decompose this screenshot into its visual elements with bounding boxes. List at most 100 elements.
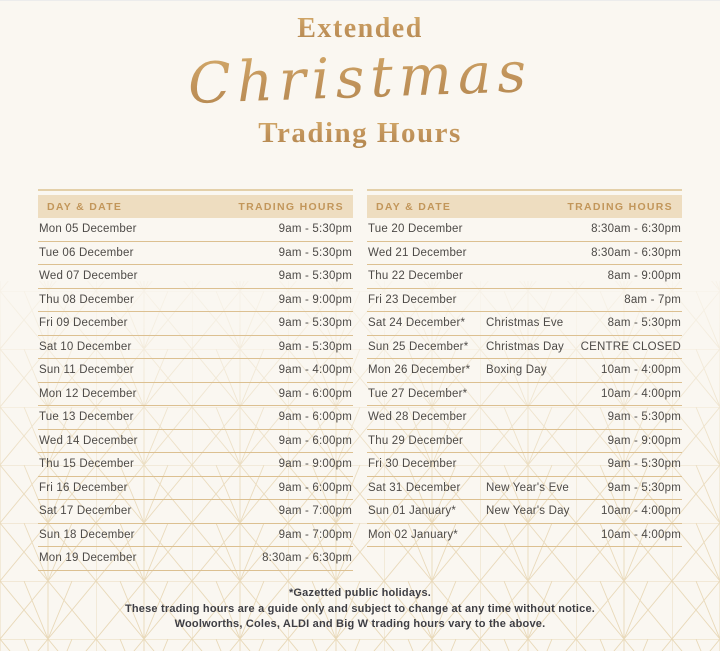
table-row: Sun 18 December 9am - 7:00pm — [38, 524, 353, 547]
row-trading-hours: CENTRE CLOSED — [580, 340, 681, 353]
row-trading-hours: 9am - 6:00pm — [278, 411, 352, 424]
table-row: Sun 11 December 9am - 4:00pm — [38, 359, 353, 383]
table-row: Fri 30 December 9am - 5:30pm — [367, 453, 682, 477]
table-row: Fri 23 December 8am - 7pm — [367, 289, 682, 312]
row-day-date: Fri 16 December — [39, 481, 128, 494]
row-trading-hours: 10am - 4:00pm — [601, 505, 681, 518]
row-day-date: Wed 21 December — [368, 246, 467, 259]
row-trading-hours: 9am - 4:00pm — [278, 364, 352, 377]
row-trading-hours: 9am - 6:00pm — [278, 481, 352, 494]
row-trading-hours: 9am - 5:30pm — [278, 317, 352, 330]
row-day-date: Wed 14 December — [39, 434, 138, 447]
row-day-date: Sat 24 December* — [368, 317, 466, 330]
table-row: Sun 01 January* New Year's Day 10am - 4:… — [367, 500, 682, 524]
row-trading-hours: 9am - 5:30pm — [607, 481, 681, 494]
table-row: Fri 09 December 9am - 5:30pm — [38, 312, 353, 336]
footer-disclaimer-note: These trading hours are a guide only and… — [124, 602, 596, 615]
row-day-date: Tue 27 December* — [368, 387, 468, 400]
row-trading-hours: 8am - 7pm — [624, 293, 681, 306]
table-row: Tue 27 December* 10am - 4:00pm — [367, 383, 682, 406]
row-trading-hours: 9am - 9:00pm — [278, 458, 352, 471]
trading-hours-tables: DAY & DATE TRADING HOURS Mon 05 December… — [38, 189, 682, 571]
row-holiday-label: Boxing Day — [486, 364, 547, 377]
row-trading-hours: 8:30am - 6:30pm — [262, 552, 352, 565]
table-row: Sat 31 December New Year's Eve 9am - 5:3… — [367, 477, 682, 500]
row-day-date: Tue 06 December — [39, 246, 134, 259]
table-row: Thu 29 December 9am - 9:00pm — [367, 430, 682, 453]
column-header-day-date: DAY & DATE — [47, 200, 123, 213]
table-row: Sat 17 December 9am - 7:00pm — [38, 500, 353, 524]
row-trading-hours: 9am - 6:00pm — [278, 387, 352, 400]
table-row: Wed 21 December 8:30am - 6:30pm — [367, 242, 682, 265]
table-row: Wed 28 December 9am - 5:30pm — [367, 406, 682, 430]
row-day-date: Fri 09 December — [39, 317, 128, 330]
title-block: Extended Christmas Trading Hours — [0, 13, 720, 149]
table-row: Thu 15 December 9am - 9:00pm — [38, 453, 353, 477]
footer-gazetted-note: *Gazetted public holidays. — [288, 587, 432, 599]
table-row: Mon 02 January* 10am - 4:00pm — [367, 524, 682, 547]
column-header-trading-hours: TRADING HOURS — [238, 200, 344, 213]
row-day-date: Tue 20 December — [368, 223, 463, 236]
row-trading-hours: 8am - 9:00pm — [607, 270, 681, 283]
table-row: Tue 06 December 9am - 5:30pm — [38, 242, 353, 265]
table-row: Mon 26 December* Boxing Day 10am - 4:00p… — [367, 359, 682, 383]
table-row: Sat 10 December 9am - 5:30pm — [38, 336, 353, 359]
table-row: Tue 20 December 8:30am - 6:30pm — [367, 218, 682, 242]
table-row: Wed 14 December 9am - 6:00pm — [38, 430, 353, 453]
title-extended: Extended — [0, 13, 720, 45]
row-day-date: Wed 07 December — [39, 270, 138, 283]
row-day-date: Thu 15 December — [39, 458, 135, 471]
table-left-body: Mon 05 December 9am - 5:30pm Tue 06 Dece… — [38, 218, 353, 571]
row-trading-hours: 9am - 7:00pm — [278, 528, 352, 541]
row-day-date: Mon 12 December — [39, 387, 137, 400]
row-holiday-label: Christmas Day — [486, 340, 565, 353]
row-day-date: Thu 08 December — [39, 293, 135, 306]
row-day-date: Sat 31 December — [368, 481, 461, 494]
table-row: Thu 22 December 8am - 9:00pm — [367, 265, 682, 289]
column-header-day-date: DAY & DATE — [376, 200, 452, 213]
row-trading-hours: 9am - 5:30pm — [278, 270, 352, 283]
table-row: Fri 16 December 9am - 6:00pm — [38, 477, 353, 500]
row-trading-hours: 10am - 4:00pm — [601, 387, 681, 400]
table-row: Sun 25 December* Christmas Day CENTRE CL… — [367, 336, 682, 359]
table-row: Mon 05 December 9am - 5:30pm — [38, 218, 353, 242]
row-trading-hours: 8:30am - 6:30pm — [591, 246, 681, 259]
row-day-date: Mon 02 January* — [368, 528, 458, 541]
row-trading-hours: 8:30am - 6:30pm — [591, 223, 681, 236]
row-trading-hours: 9am - 5:30pm — [278, 246, 352, 259]
row-day-date: Thu 22 December — [368, 270, 464, 283]
footer-notes: *Gazetted public holidays. These trading… — [0, 586, 720, 633]
title-trading-hours: Trading Hours — [0, 117, 720, 149]
table-row: Thu 08 December 9am - 9:00pm — [38, 289, 353, 312]
footer-retailers-note: Woolworths, Coles, ALDI and Big W tradin… — [174, 618, 546, 630]
table-row: Mon 12 December 9am - 6:00pm — [38, 383, 353, 406]
row-day-date: Sat 17 December — [39, 505, 132, 518]
row-trading-hours: 9am - 5:30pm — [607, 411, 681, 424]
row-holiday-label: New Year's Day — [486, 505, 570, 518]
row-day-date: Sun 01 January* — [368, 505, 457, 518]
row-trading-hours: 10am - 4:00pm — [601, 528, 681, 541]
table-row: Mon 19 December 8:30am - 6:30pm — [38, 547, 353, 571]
row-day-date: Wed 28 December — [368, 411, 467, 424]
row-day-date: Mon 26 December* — [368, 364, 471, 377]
row-day-date: Sun 25 December* — [368, 340, 469, 353]
row-holiday-label: New Year's Eve — [486, 481, 569, 494]
row-day-date: Mon 05 December — [39, 223, 137, 236]
row-trading-hours: 10am - 4:00pm — [601, 364, 681, 377]
row-trading-hours: 9am - 9:00pm — [607, 434, 681, 447]
title-christmas: Christmas — [0, 30, 720, 127]
table-left-header: DAY & DATE TRADING HOURS — [38, 195, 353, 218]
row-day-date: Fri 30 December — [368, 458, 457, 471]
table-row: Tue 13 December 9am - 6:00pm — [38, 406, 353, 430]
table-right-header: DAY & DATE TRADING HOURS — [367, 195, 682, 218]
row-trading-hours: 9am - 5:30pm — [278, 340, 352, 353]
row-day-date: Thu 29 December — [368, 434, 464, 447]
row-holiday-label: Christmas Eve — [486, 317, 564, 330]
row-day-date: Sun 18 December — [39, 528, 135, 541]
row-day-date: Fri 23 December — [368, 293, 457, 306]
row-day-date: Mon 19 December — [39, 552, 137, 565]
row-trading-hours: 9am - 5:30pm — [278, 223, 352, 236]
row-trading-hours: 9am - 6:00pm — [278, 434, 352, 447]
table-right-body: Tue 20 December 8:30am - 6:30pm Wed 21 D… — [367, 218, 682, 547]
